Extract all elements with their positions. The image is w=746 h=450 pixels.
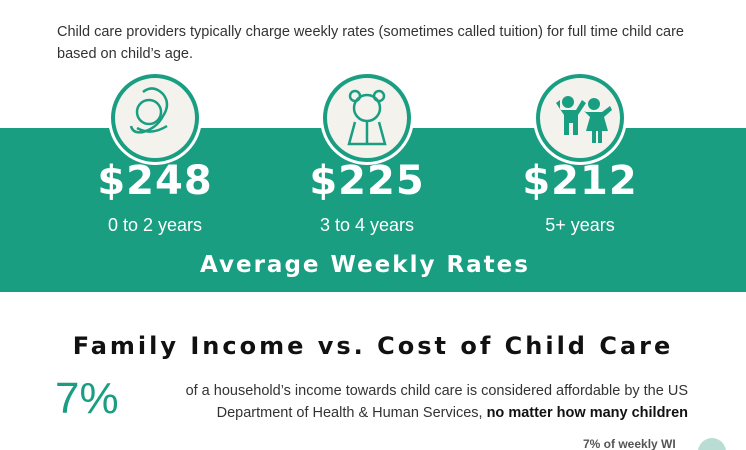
rate-amount: $212 <box>522 158 638 204</box>
infant-drawing <box>129 87 169 134</box>
footer-snippet: 7% of weekly WI <box>583 437 676 450</box>
toddler-icon <box>323 74 411 162</box>
stat-text: of a household’s income towards child ca… <box>122 380 688 424</box>
rate-age: 0 to 2 years <box>107 215 203 235</box>
stat-description: of a household’s income towards child ca… <box>185 383 688 421</box>
scroll-top-button[interactable] <box>698 438 726 450</box>
infant-icon <box>111 74 199 162</box>
rate-age: 5+ years <box>545 215 615 235</box>
children-icon <box>536 74 624 162</box>
band-title: Average Weekly Rates <box>200 252 530 278</box>
rate-age: 3 to 4 years <box>319 215 415 235</box>
rate-amount: $225 <box>309 158 425 204</box>
section-title: Family Income vs. Cost of Child Care <box>72 332 674 360</box>
intro-text: Child care providers typically charge we… <box>57 24 684 62</box>
rate-amount: $248 <box>97 158 213 204</box>
children-drawing <box>556 96 612 143</box>
stat-emphasis: no matter how many children <box>486 405 688 421</box>
stat-value: 7% <box>55 374 119 423</box>
toddler-drawing <box>347 89 387 146</box>
